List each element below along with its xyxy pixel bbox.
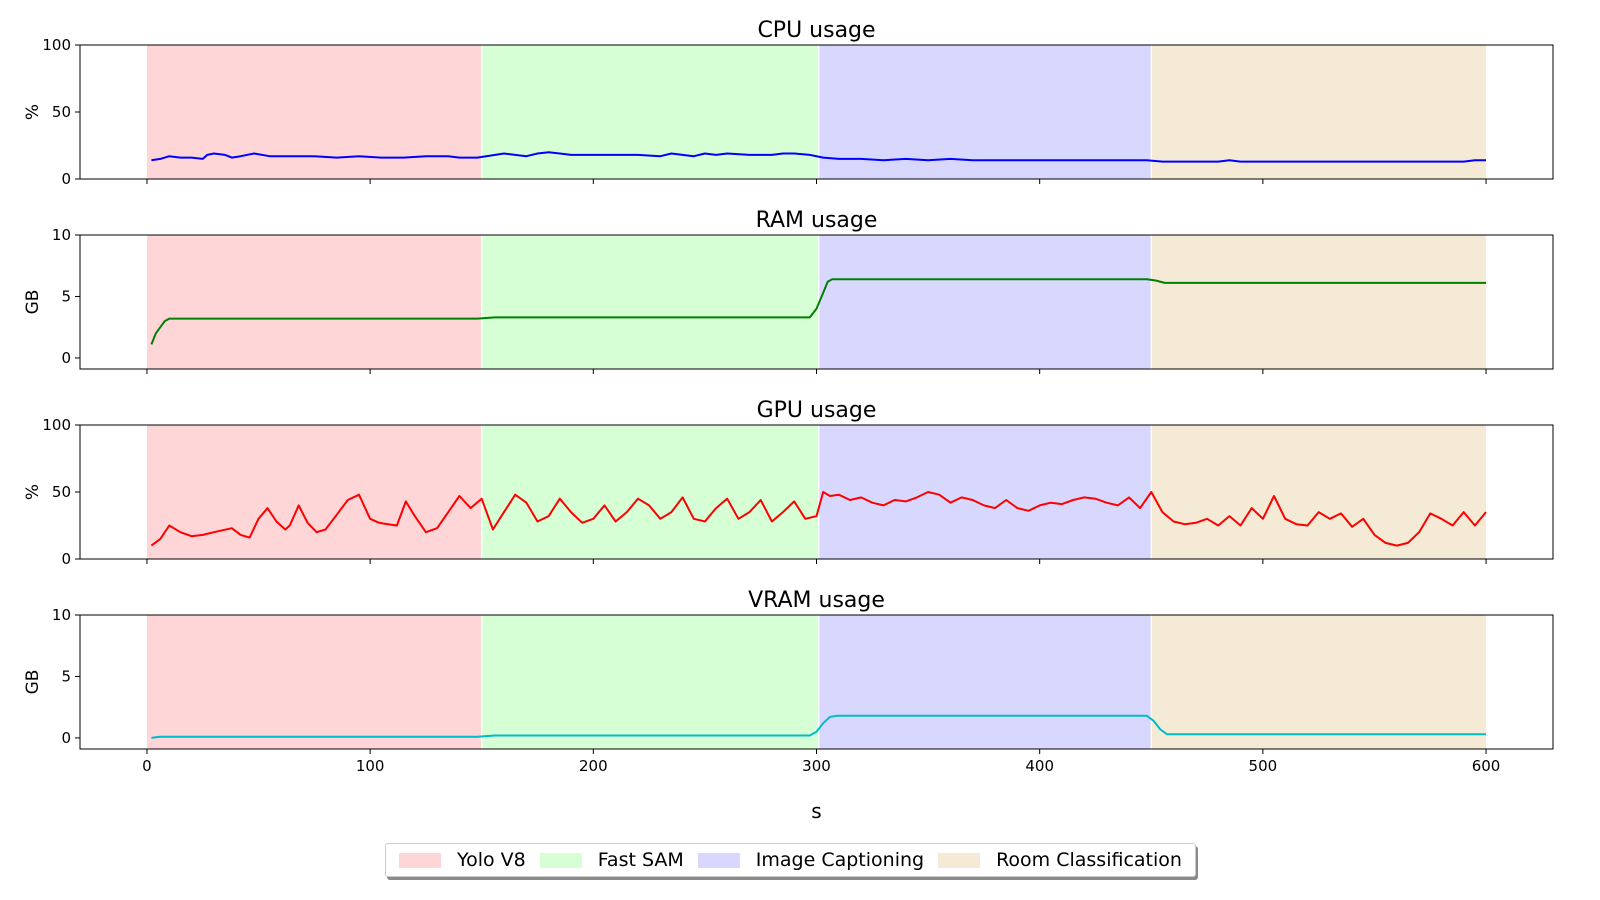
legend: Yolo V8 Fast SAM Image Captioning Room C…	[385, 843, 1196, 877]
y-tick-label: 0	[61, 729, 71, 747]
phase-band	[1151, 45, 1487, 179]
y-tick-label: 10	[52, 226, 71, 244]
y-tick-label: 5	[61, 667, 71, 685]
chart-title: GPU usage	[757, 398, 877, 423]
y-tick-label: 50	[52, 483, 71, 501]
y-axis-label: %	[23, 484, 43, 500]
series-line	[150, 278, 1486, 345]
legend-swatch-image-captioning	[697, 852, 740, 868]
y-tick-label: 5	[61, 287, 71, 305]
y-axis-label: %	[23, 104, 43, 120]
phase-band	[818, 235, 1152, 369]
series-line	[150, 491, 1487, 547]
legend-label-image-captioning: Image Captioning	[755, 849, 925, 871]
y-tick-label: 0	[61, 349, 71, 367]
legend-swatch-room-classification	[938, 852, 981, 868]
panel-ram-usage: RAM usage 0 5 10 GB	[23, 208, 1554, 374]
y-tick-label: 50	[52, 103, 71, 121]
x-axis-label: s	[811, 799, 821, 823]
y-tick-label: 0	[61, 550, 71, 568]
panel-gpu-usage: GPU usage 0 50 100%	[23, 398, 1554, 568]
legend-swatch-fast-sam	[539, 852, 582, 868]
phase-band	[146, 615, 482, 749]
x-tick-label: 100	[356, 757, 385, 775]
y-axis-label: GB	[23, 290, 43, 315]
x-tick-label: 0	[142, 757, 152, 775]
phase-band	[1151, 615, 1487, 749]
phase-band	[1151, 235, 1487, 369]
y-tick-label: 100	[42, 36, 71, 54]
phase-band	[481, 45, 819, 179]
legend-item-image-captioning: Image Captioning	[697, 849, 925, 871]
chart-title: RAM usage	[756, 208, 878, 233]
x-tick-label: 600	[1472, 757, 1501, 775]
legend-item-yolo-v8: Yolo V8	[399, 849, 526, 871]
phase-band	[481, 425, 819, 559]
phase-band	[146, 235, 482, 369]
x-tick-label: 300	[802, 757, 831, 775]
phase-band	[818, 45, 1152, 179]
x-tick-label: 400	[1025, 757, 1054, 775]
chart-title: CPU usage	[757, 18, 875, 43]
legend-label-yolo-v8: Yolo V8	[457, 849, 526, 871]
legend-swatch-yolo-v8	[399, 852, 441, 868]
phase-band	[481, 235, 819, 369]
y-tick-label: 10	[52, 606, 71, 624]
phase-band	[1151, 425, 1487, 559]
phase-band	[146, 425, 482, 559]
panel-cpu-usage: CPU usage 0 50 100%	[23, 18, 1554, 188]
chart-title: VRAM usage	[748, 588, 885, 613]
x-tick-label: 500	[1249, 757, 1278, 775]
y-tick-label: 0	[61, 170, 71, 188]
legend-item-fast-sam: Fast SAM	[539, 849, 684, 871]
legend-item-room-classification: Room Classification	[938, 849, 1182, 871]
x-tick-label: 200	[579, 757, 608, 775]
series-line	[151, 714, 1486, 739]
legend-label-fast-sam: Fast SAM	[597, 849, 684, 871]
legend-label-room-classification: Room Classification	[996, 849, 1182, 871]
panel-vram-usage: VRAM usage 0 5 10 GB 0 100 200 300 400 500 600	[23, 588, 1554, 775]
y-tick-label: 100	[42, 416, 71, 434]
series-line	[151, 151, 1486, 163]
phase-band	[481, 615, 819, 749]
phase-band	[818, 425, 1152, 559]
phase-band	[818, 615, 1152, 749]
y-axis-label: GB	[23, 670, 43, 695]
